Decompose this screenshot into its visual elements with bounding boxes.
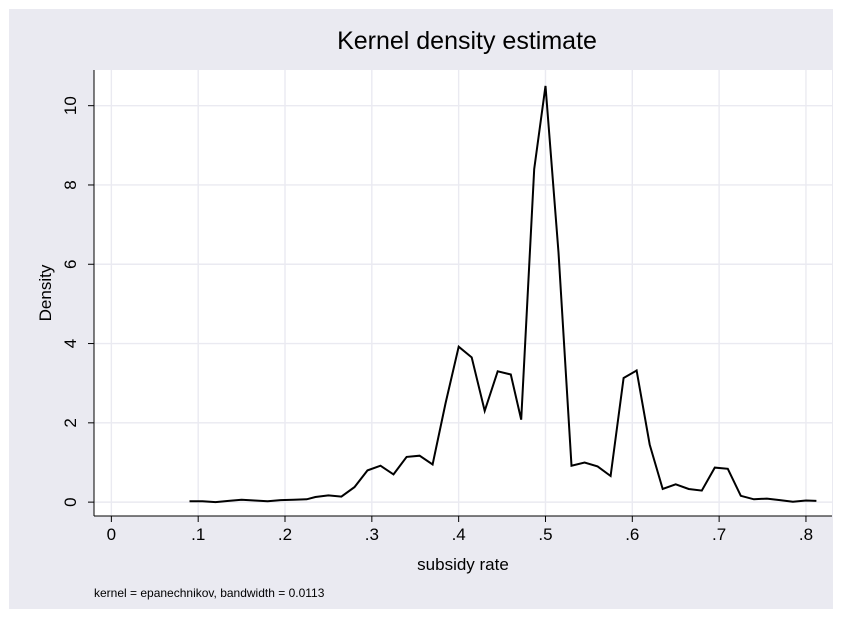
x-tick-label-8: .8 xyxy=(799,525,813,544)
x-tick-label-7: .7 xyxy=(712,525,726,544)
x-tick-label-0: 0 xyxy=(107,525,116,544)
x-tick-label-1: .1 xyxy=(191,525,205,544)
y-axis-label: Density xyxy=(36,264,55,321)
y-tick-label-2: 4 xyxy=(61,339,80,348)
chart-note: kernel = epanechnikov, bandwidth = 0.011… xyxy=(94,586,325,600)
series-layer xyxy=(189,85,817,504)
plot-area xyxy=(94,70,832,516)
gridlines xyxy=(94,70,832,516)
y-tick-label-5: 10 xyxy=(61,96,80,115)
x-axis-label: subsidy rate xyxy=(417,555,509,574)
x-tick-label-5: .5 xyxy=(538,525,552,544)
x-tick-label-6: .6 xyxy=(625,525,639,544)
y-tick-label-3: 6 xyxy=(61,260,80,269)
x-tick-label-2: .2 xyxy=(278,525,292,544)
y-tick-label-0: 0 xyxy=(61,497,80,506)
axes: 0 2 4 6 8 10 0 .1 .2 .3 .4 .5 .6 .7 .8 xyxy=(61,70,832,544)
density-line-0 xyxy=(189,85,817,504)
x-tick-label-4: .4 xyxy=(452,525,466,544)
chart-title: Kernel density estimate xyxy=(337,27,597,55)
x-tick-label-3: .3 xyxy=(365,525,379,544)
y-tick-label-1: 2 xyxy=(61,418,80,427)
y-tick-label-4: 8 xyxy=(61,180,80,189)
